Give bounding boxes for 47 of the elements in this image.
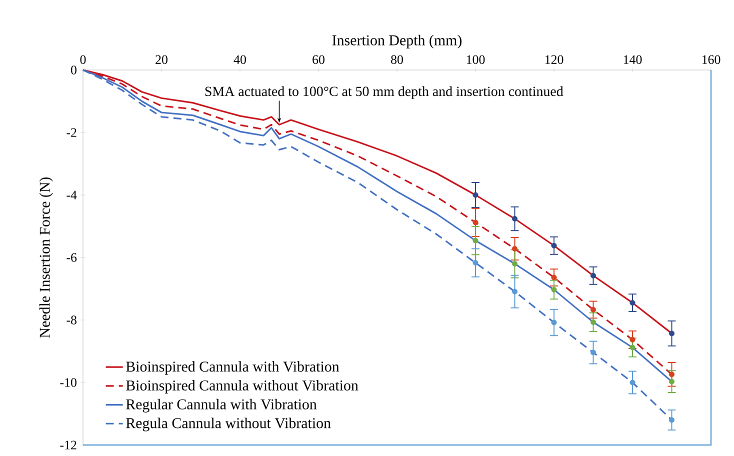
x-tick-label: 0: [80, 55, 86, 64]
x-tick-label: 40: [234, 55, 246, 64]
legend-label: Bioinspired Cannula without Vibration: [126, 380, 358, 394]
y-tick-label: -8: [66, 316, 76, 324]
point: [472, 260, 478, 266]
point: [630, 344, 636, 350]
point: [668, 372, 675, 378]
point: [472, 238, 478, 244]
legend-label: Regula Cannula without Vibration: [126, 418, 331, 432]
x-tick-label: 20: [156, 55, 168, 64]
point: [668, 378, 675, 384]
point: [630, 336, 636, 342]
point: [668, 330, 675, 336]
y-tick-label: 0: [71, 66, 76, 74]
point: [472, 220, 478, 226]
point: [551, 274, 557, 280]
y-tick-label: -2: [66, 128, 76, 137]
y-tick-label: -12: [60, 440, 76, 450]
y-tick-label: -10: [60, 378, 76, 387]
point: [590, 350, 596, 356]
x-tick-label: 60: [312, 55, 324, 64]
x-tick-label: 160: [702, 55, 720, 64]
point: [590, 319, 596, 325]
legend-label: Bioinspired Cannula with Vibration: [126, 361, 340, 375]
point: [472, 192, 478, 198]
point: [630, 300, 636, 306]
y-tick-label: -6: [66, 253, 77, 262]
point: [668, 417, 675, 423]
x-tick-label: 80: [391, 55, 403, 64]
point: [551, 242, 557, 248]
point: [512, 260, 518, 267]
legend-label: Regular Cannula with Vibration: [126, 398, 317, 412]
y-tick-label: -4: [66, 190, 77, 200]
point: [590, 306, 596, 312]
point: [512, 288, 518, 294]
point: [512, 246, 518, 252]
y-axis-title: Needle Insertion Force (N): [39, 177, 53, 338]
x-tick-label: 140: [624, 55, 642, 64]
annotation: SMA actuated to 100°C at 50 mm depth and insertion continued: [205, 86, 564, 99]
x-axis-title: Insertion Depth (mm): [332, 34, 462, 48]
point: [512, 216, 518, 222]
x-tick-label: 120: [545, 55, 564, 64]
point: [630, 380, 636, 386]
point: [551, 286, 557, 292]
point: [590, 272, 596, 278]
x-tick-label: 100: [466, 55, 485, 64]
point: [551, 320, 557, 326]
